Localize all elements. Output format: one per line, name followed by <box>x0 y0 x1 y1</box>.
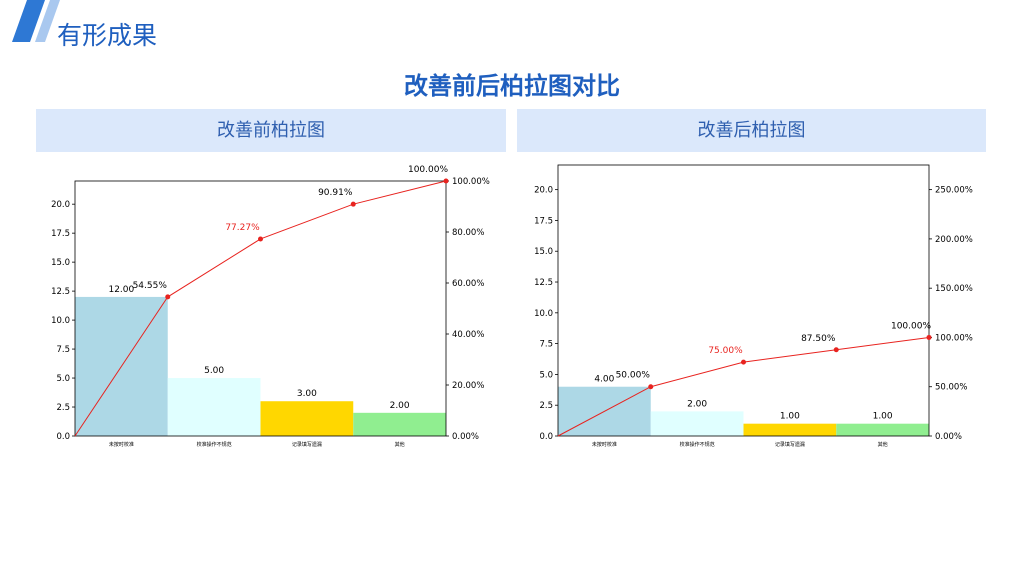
cumulative-label: 50.00% <box>616 371 651 381</box>
y2-tick-label: 80.00% <box>452 228 484 238</box>
cumulative-point-2 <box>350 201 356 207</box>
cumulative-point-1 <box>741 359 746 365</box>
y-tick-label: 17.5 <box>51 229 70 239</box>
y2-tick-label: 0.00% <box>935 432 962 442</box>
y2-tick-label: 250.00% <box>935 186 973 196</box>
x-tick-label: 记录填写遗漏 <box>775 441 805 448</box>
y-tick-label: 20.0 <box>534 186 553 196</box>
y-tick-label: 12.5 <box>51 287 70 297</box>
y-tick-label: 2.5 <box>539 401 553 411</box>
y-tick-label: 5.0 <box>539 370 553 380</box>
x-tick-label: 校准操作不规范 <box>680 441 715 448</box>
cumulative-point-3 <box>926 334 932 340</box>
y-tick-label: 15.0 <box>534 247 553 257</box>
x-tick-label: 记录填写遗漏 <box>292 441 322 448</box>
bar-value-label: 1.00 <box>780 412 800 422</box>
y2-tick-label: 200.00% <box>935 235 973 245</box>
panel-header-after: 改善后柏拉图 <box>517 109 986 152</box>
stripe-dark <box>12 0 45 42</box>
y-tick-label: 0.0 <box>56 432 70 442</box>
cumulative-point-2 <box>833 347 839 353</box>
y2-tick-label: 60.00% <box>452 279 484 289</box>
cumulative-label: 100.00% <box>891 321 931 331</box>
y-tick-label: 12.5 <box>534 278 553 288</box>
y2-tick-label: 150.00% <box>935 284 973 294</box>
y2-tick-label: 100.00% <box>452 177 490 187</box>
bar-1 <box>167 378 261 436</box>
bar-value-label: 5.00 <box>204 366 224 376</box>
y-tick-label: 5.0 <box>56 374 70 384</box>
pareto-chart-before: 0.0 2.5 5.0 7.5 10.0 12.5 15.0 17.5 20.0 0.00% 20.… <box>51 165 490 448</box>
bar-value-label: 3.00 <box>297 389 317 399</box>
cumulative-label: 75.00% <box>708 346 743 356</box>
x-tick-label: 未按时校准 <box>592 441 617 448</box>
cumulative-label: 87.50% <box>801 334 836 344</box>
y-tick-label: 7.5 <box>539 340 553 350</box>
y-tick-label: 10.0 <box>51 316 70 326</box>
pareto-chart-after: 0.0 2.5 5.0 7.5 10.0 12.5 15.0 17.5 20.0 0.00% 50.… <box>534 164 973 448</box>
stripe-light <box>35 0 60 42</box>
cumulative-label: 77.27% <box>225 223 260 233</box>
y-tick-label: 0.0 <box>539 432 553 442</box>
bar-value-label: 4.00 <box>594 375 614 385</box>
panel-header-before: 改善前柏拉图 <box>36 109 506 152</box>
y-tick-label: 10.0 <box>534 309 553 319</box>
x-tick-label: 其他 <box>878 441 888 448</box>
y-tick-label: 7.5 <box>56 345 70 355</box>
bar-2 <box>260 401 354 436</box>
comparison-title: 改善前后柏拉图对比 <box>404 72 620 100</box>
bar-3 <box>836 423 929 436</box>
bar-1 <box>650 411 744 436</box>
bar-value-label: 2.00 <box>390 401 410 411</box>
slide-title: 有形成果 <box>57 21 158 50</box>
y2-tick-label: 40.00% <box>452 330 484 340</box>
x-tick-label: 未按时校准 <box>109 441 134 448</box>
plot-frame <box>557 164 930 437</box>
y-tick-label: 15.0 <box>51 258 70 268</box>
cumulative-point-1 <box>258 236 263 242</box>
plot-frame <box>74 180 447 437</box>
cumulative-point-0 <box>648 384 654 390</box>
bar-2 <box>743 423 837 436</box>
bar-value-label: 2.00 <box>687 399 707 409</box>
cumulative-point-3 <box>443 178 449 184</box>
cumulative-label: 90.91% <box>318 188 353 198</box>
bar-value-label: 1.00 <box>873 412 893 422</box>
x-tick-label: 校准操作不规范 <box>197 441 232 448</box>
y2-tick-label: 0.00% <box>452 432 479 442</box>
y-tick-label: 2.5 <box>56 403 70 413</box>
y2-tick-label: 100.00% <box>935 333 973 343</box>
y-tick-label: 20.0 <box>51 200 70 210</box>
y-tick-label: 17.5 <box>534 216 553 226</box>
cumulative-point-0 <box>165 294 171 300</box>
y2-tick-label: 50.00% <box>935 383 967 393</box>
y2-tick-label: 20.00% <box>452 381 484 391</box>
cumulative-label: 100.00% <box>408 165 448 175</box>
corner-stripes-decoration <box>12 0 60 42</box>
x-tick-label: 其他 <box>395 441 405 448</box>
cumulative-label: 54.55% <box>133 281 168 291</box>
bar-value-label: 12.00 <box>108 285 134 295</box>
bar-3 <box>353 412 446 436</box>
